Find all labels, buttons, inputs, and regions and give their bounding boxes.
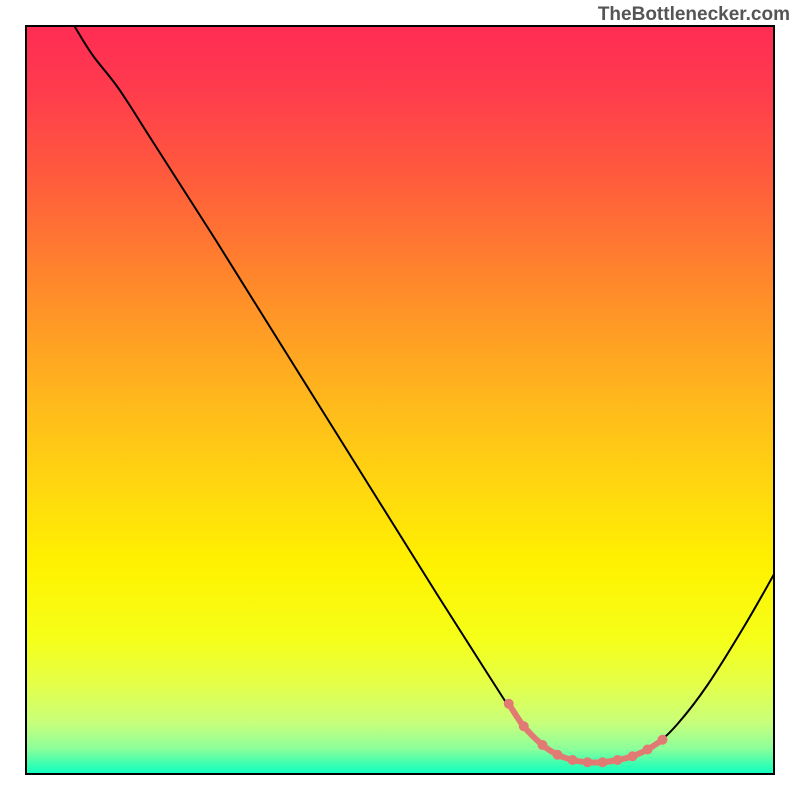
highlight-marker bbox=[613, 755, 623, 765]
plot-area bbox=[25, 25, 775, 775]
watermark-text: TheBottlenecker.com bbox=[598, 4, 790, 26]
highlight-marker bbox=[628, 751, 638, 761]
highlight-marker bbox=[504, 699, 514, 709]
chart-container: TheBottlenecker.com bbox=[0, 0, 800, 800]
plot-svg bbox=[25, 25, 775, 775]
highlight-marker bbox=[538, 740, 548, 750]
highlight-marker bbox=[583, 757, 593, 767]
gradient-background bbox=[25, 25, 775, 775]
highlight-marker bbox=[568, 755, 578, 765]
highlight-marker bbox=[643, 745, 653, 755]
highlight-marker bbox=[519, 721, 529, 731]
highlight-marker bbox=[598, 757, 608, 767]
highlight-marker bbox=[658, 735, 668, 745]
highlight-marker bbox=[553, 750, 563, 760]
